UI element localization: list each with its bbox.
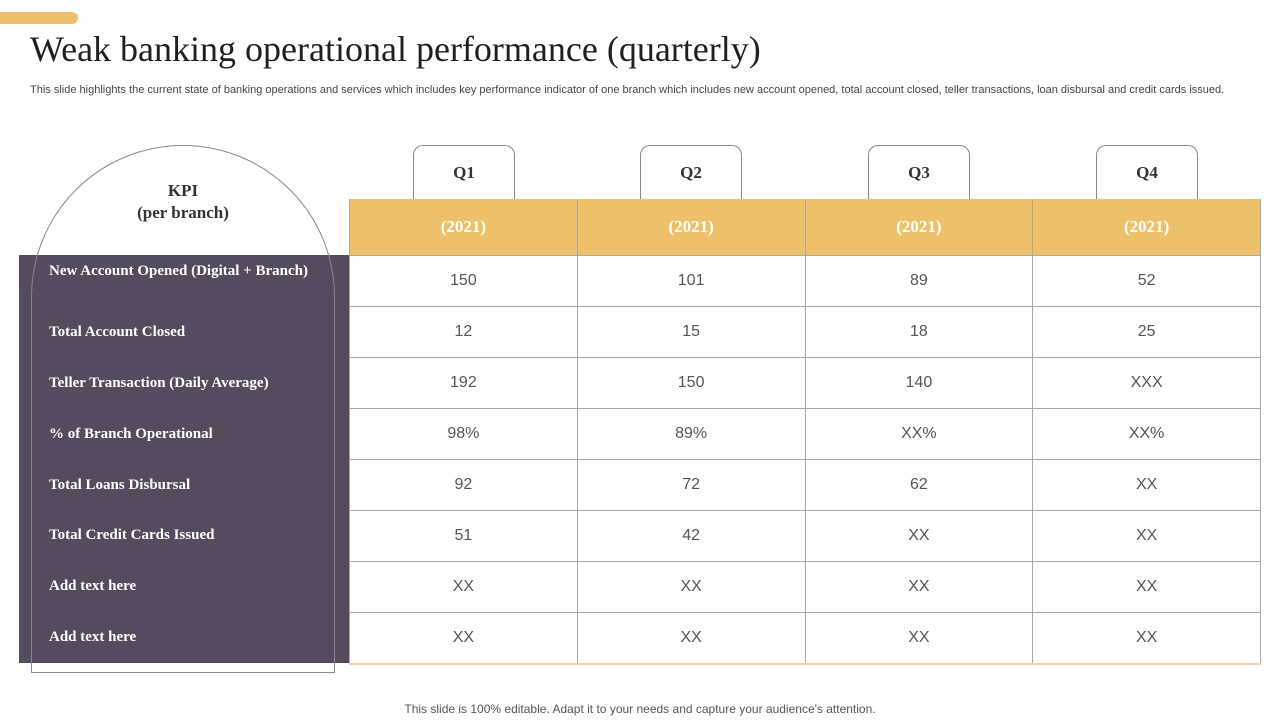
year-header-q2: (2021) <box>576 199 806 256</box>
table-cell: XX <box>1032 612 1261 665</box>
table-cell: 52 <box>1032 255 1261 307</box>
table-cell: 15 <box>576 306 806 358</box>
table-cell: XXX <box>1032 357 1261 409</box>
quarter-tab-q4: Q4 <box>1096 145 1198 199</box>
kpi-header-title: KPI <box>167 181 199 200</box>
year-header-q4: (2021) <box>1032 199 1261 256</box>
year-header-q1: (2021) <box>349 199 578 256</box>
table-row: 92 72 62 XX <box>349 459 1261 511</box>
table-cell: 89 <box>804 255 1034 307</box>
table-cell: XX <box>804 561 1034 613</box>
table-cell: XX <box>804 510 1034 562</box>
kpi-label-add-text-2: Add text here <box>49 629 137 645</box>
table-cell: XX <box>576 612 806 665</box>
year-header-row: (2021) (2021) (2021) (2021) <box>349 199 1261 256</box>
table-cell: 150 <box>349 255 578 307</box>
kpi-table: (2021) (2021) (2021) (2021) 150 101 89 5… <box>349 199 1261 665</box>
kpi-label-loans-disbursal: Total Loans Disbursal <box>49 477 191 493</box>
kpi-label-credit-cards: Total Credit Cards Issued <box>49 527 215 543</box>
table-row: 150 101 89 52 <box>349 255 1261 307</box>
table-row: 192 150 140 XXX <box>349 357 1261 409</box>
quarter-tab-q1: Q1 <box>413 145 515 199</box>
kpi-header-subtitle: (per branch) <box>137 203 229 222</box>
table-cell: 72 <box>576 459 806 511</box>
table-cell: XX <box>1032 561 1261 613</box>
table-cell: 51 <box>349 510 578 562</box>
kpi-label-accounts-closed: Total Account Closed <box>49 324 186 340</box>
table-row: XX XX XX XX <box>349 612 1261 665</box>
table-row: 51 42 XX XX <box>349 510 1261 562</box>
slide-subtitle: This slide highlights the current state … <box>30 84 1225 96</box>
quarter-tab-q2: Q2 <box>640 145 742 199</box>
table-row: 12 15 18 25 <box>349 306 1261 358</box>
year-header-q3: (2021) <box>804 199 1034 256</box>
table-cell: 150 <box>576 357 806 409</box>
table-cell: XX% <box>1032 408 1261 460</box>
table-cell: 42 <box>576 510 806 562</box>
table-cell: XX <box>1032 459 1261 511</box>
table-cell: 12 <box>349 306 578 358</box>
quarter-tab-q3: Q3 <box>868 145 970 199</box>
table-cell: 92 <box>349 459 578 511</box>
kpi-header: KPI (per branch) <box>70 180 296 224</box>
table-row: XX XX XX XX <box>349 561 1261 613</box>
table-cell: 140 <box>804 357 1034 409</box>
slide-title: Weak banking operational performance (qu… <box>30 29 761 69</box>
table-cell: XX <box>804 612 1034 665</box>
table-cell: XX% <box>804 408 1034 460</box>
slide-footer: This slide is 100% editable. Adapt it to… <box>404 702 876 716</box>
kpi-panel <box>19 255 350 663</box>
table-cell: 25 <box>1032 306 1261 358</box>
kpi-label-teller-transactions: Teller Transaction (Daily Average) <box>49 375 269 391</box>
table-cell: 89% <box>576 408 806 460</box>
table-cell: 101 <box>576 255 806 307</box>
table-cell: 192 <box>349 357 578 409</box>
accent-bar <box>0 12 78 24</box>
table-cell: 62 <box>804 459 1034 511</box>
table-cell: XX <box>1032 510 1261 562</box>
table-cell: XX <box>349 561 578 613</box>
table-cell: 18 <box>804 306 1034 358</box>
kpi-label-branch-operational: % of Branch Operational <box>49 426 213 442</box>
table-row: 98% 89% XX% XX% <box>349 408 1261 460</box>
kpi-label-new-accounts: New Account Opened (Digital + Branch) <box>49 263 308 279</box>
kpi-label-add-text-1: Add text here <box>49 578 137 594</box>
table-cell: XX <box>576 561 806 613</box>
table-cell: 98% <box>349 408 578 460</box>
table-cell: XX <box>349 612 578 665</box>
